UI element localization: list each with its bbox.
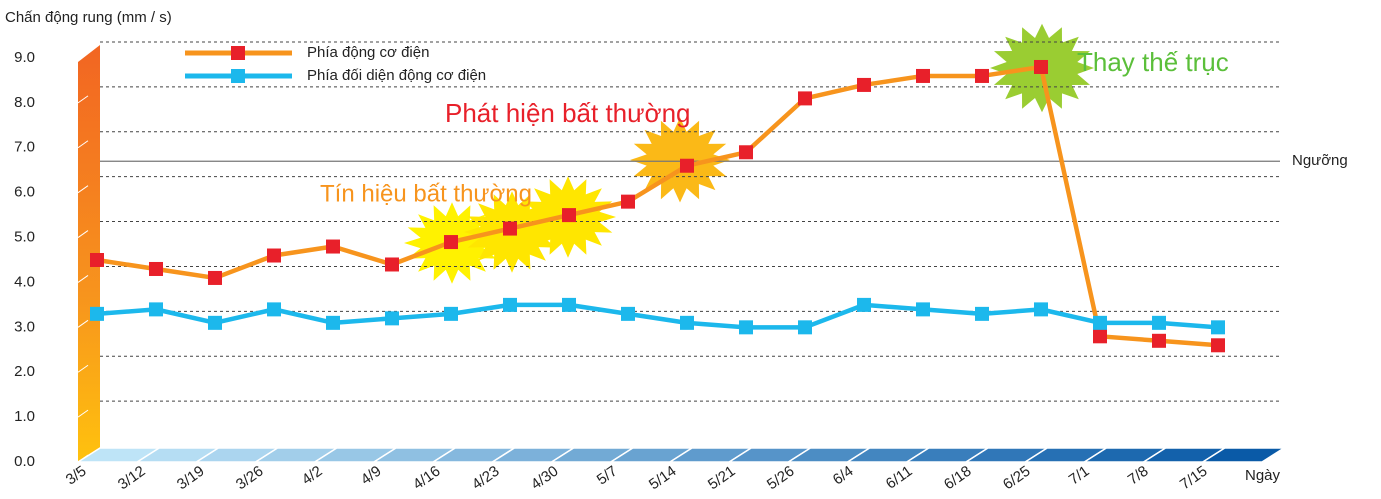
- point-marker: [680, 159, 694, 173]
- x-tick-label: 4/16: [410, 463, 444, 494]
- x-tick-label: 5/14: [646, 463, 680, 494]
- y-tick-label: 5.0: [14, 229, 35, 246]
- point-marker: [503, 298, 517, 312]
- x-tick-label: 3/26: [233, 463, 267, 494]
- point-marker: [149, 302, 163, 316]
- point-marker: [975, 307, 989, 321]
- point-marker: [1093, 316, 1107, 330]
- point-marker: [1093, 329, 1107, 343]
- x-tick-label: 7/8: [1125, 463, 1152, 489]
- point-marker: [562, 298, 576, 312]
- point-marker: [562, 208, 576, 222]
- point-marker: [621, 195, 635, 209]
- point-marker: [857, 78, 871, 92]
- point-marker: [267, 302, 281, 316]
- x-axis-title: Ngày: [1245, 467, 1281, 484]
- point-marker: [798, 320, 812, 334]
- x-tick-label: 5/26: [764, 463, 798, 494]
- y-tick-label: 2.0: [14, 363, 35, 380]
- point-marker: [503, 222, 517, 236]
- point-marker: [1211, 338, 1225, 352]
- legend-marker: [231, 46, 245, 60]
- point-marker: [90, 253, 104, 267]
- series-line: [97, 305, 1218, 327]
- annotation: Thay thế trục: [1077, 47, 1229, 77]
- x-tick-label: 6/4: [830, 463, 857, 489]
- point-marker: [621, 307, 635, 321]
- x-tick-label: 6/18: [941, 463, 975, 494]
- y-tick-label: 9.0: [14, 49, 35, 66]
- point-marker: [208, 316, 222, 330]
- y-tick-label: 6.0: [14, 184, 35, 201]
- point-marker: [444, 235, 458, 249]
- point-marker: [1034, 302, 1048, 316]
- x-tick-label: 4/9: [358, 463, 385, 489]
- x-tick-label: 7/15: [1177, 463, 1211, 494]
- y-tick-label: 3.0: [14, 318, 35, 335]
- legend-label: Phía động cơ điện: [307, 44, 429, 61]
- x-tick-label: 3/19: [174, 463, 208, 494]
- point-marker: [975, 69, 989, 83]
- x-tick-label: 6/11: [883, 463, 916, 493]
- y-tick-label: 4.0: [14, 273, 35, 290]
- y-tick-label: 1.0: [14, 408, 35, 425]
- point-marker: [916, 69, 930, 83]
- y-tick-label: 0.0: [14, 453, 35, 470]
- point-marker: [149, 262, 163, 276]
- point-marker: [1034, 60, 1048, 74]
- chart: Chấn động rung (mm / s) Ngày 0.0 1.0 2.0 3.…: [0, 0, 1381, 499]
- threshold-label: Ngưỡng: [1292, 152, 1348, 169]
- y-tick-label: 8.0: [14, 94, 35, 111]
- x-tick-label: 3/5: [63, 463, 90, 489]
- point-marker: [1152, 316, 1166, 330]
- annotation: Tín hiệu bất thường: [320, 180, 532, 207]
- point-marker: [326, 316, 340, 330]
- x-tick-label: 4/30: [528, 463, 562, 494]
- point-marker: [916, 302, 930, 316]
- point-marker: [680, 316, 694, 330]
- annotation: Phát hiện bất thường: [445, 98, 691, 128]
- point-marker: [208, 271, 222, 285]
- legend-marker: [231, 69, 245, 83]
- point-marker: [385, 257, 399, 271]
- point-marker: [267, 249, 281, 263]
- point-marker: [1211, 320, 1225, 334]
- point-marker: [798, 91, 812, 105]
- y-axis-title: Chấn động rung (mm / s): [5, 9, 172, 26]
- x-tick-label: 6/25: [1000, 463, 1034, 494]
- x-tick-label: 4/2: [299, 463, 326, 489]
- point-marker: [326, 240, 340, 254]
- point-marker: [739, 320, 753, 334]
- x-tick-label: 5/7: [594, 463, 621, 489]
- x-tick-label: 3/12: [115, 463, 149, 494]
- y-tick-label: 7.0: [14, 139, 35, 156]
- x-tick-label: 5/21: [705, 463, 739, 494]
- x-tick-label: 4/23: [469, 463, 503, 494]
- point-marker: [385, 311, 399, 325]
- legend-label: Phía đối diện động cơ điện: [307, 67, 486, 84]
- point-marker: [857, 298, 871, 312]
- point-marker: [1152, 334, 1166, 348]
- point-marker: [444, 307, 458, 321]
- x-tick-label: 7/1: [1066, 463, 1093, 489]
- point-marker: [90, 307, 104, 321]
- point-marker: [739, 145, 753, 159]
